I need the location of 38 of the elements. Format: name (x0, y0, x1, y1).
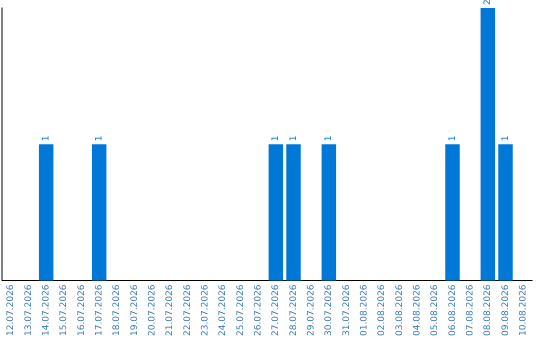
data-label: 1 (448, 136, 458, 142)
x-tick-label: 07.08.2026 (466, 284, 476, 336)
x-tick-label: 13.07.2026 (24, 284, 34, 336)
x-tick-label: 21.07.2026 (165, 284, 176, 336)
x-tick-label: 30.07.2026 (324, 284, 334, 336)
x-tick-label: 27.07.2026 (271, 284, 282, 336)
x-tick-label: 03.08.2026 (394, 284, 405, 336)
x-tick-label: 19.07.2026 (130, 284, 140, 336)
x-tick-label: 09.08.2026 (500, 284, 511, 336)
x-tick-label: 25.07.2026 (236, 284, 246, 336)
data-label: 1 (94, 136, 105, 142)
x-tick-label: 31.07.2026 (342, 284, 352, 336)
x-tick-label: 18.07.2026 (112, 284, 122, 336)
x-tick-label: 16.07.2026 (76, 284, 87, 336)
x-tick-label: 28.07.2026 (288, 284, 299, 336)
x-tick-label: 08.08.2026 (483, 284, 494, 336)
x-tick-label: 20.07.2026 (148, 284, 158, 336)
x-tick-label: 04.08.2026 (412, 284, 423, 336)
x-tick-label: 14.07.2026 (42, 284, 52, 336)
x-tick-label: 23.07.2026 (200, 284, 211, 336)
x-tick-label: 05.08.2026 (430, 284, 440, 336)
x-tick-label: 22.07.2026 (182, 284, 193, 336)
data-label: 2 (483, 0, 494, 5)
x-tick-label: 12.07.2026 (6, 284, 16, 336)
data-label: 1 (271, 136, 282, 142)
x-tick-label: 10.08.2026 (518, 284, 529, 336)
x-tick-label: 29.07.2026 (306, 284, 317, 336)
data-label: 1 (288, 136, 299, 142)
data-label: 1 (324, 136, 334, 142)
x-tick-label: 24.07.2026 (218, 284, 228, 336)
x-tick-label: 15.07.2026 (59, 284, 70, 336)
x-tick-label: 06.08.2026 (448, 284, 458, 336)
x-tick-label: 02.08.2026 (377, 284, 388, 336)
x-tick-label: 26.07.2026 (254, 284, 264, 336)
data-label: 1 (500, 136, 511, 142)
data-label: 1 (42, 136, 52, 142)
x-tick-label: 17.07.2026 (94, 284, 105, 336)
x-tick-label: 01.08.2026 (360, 284, 370, 336)
